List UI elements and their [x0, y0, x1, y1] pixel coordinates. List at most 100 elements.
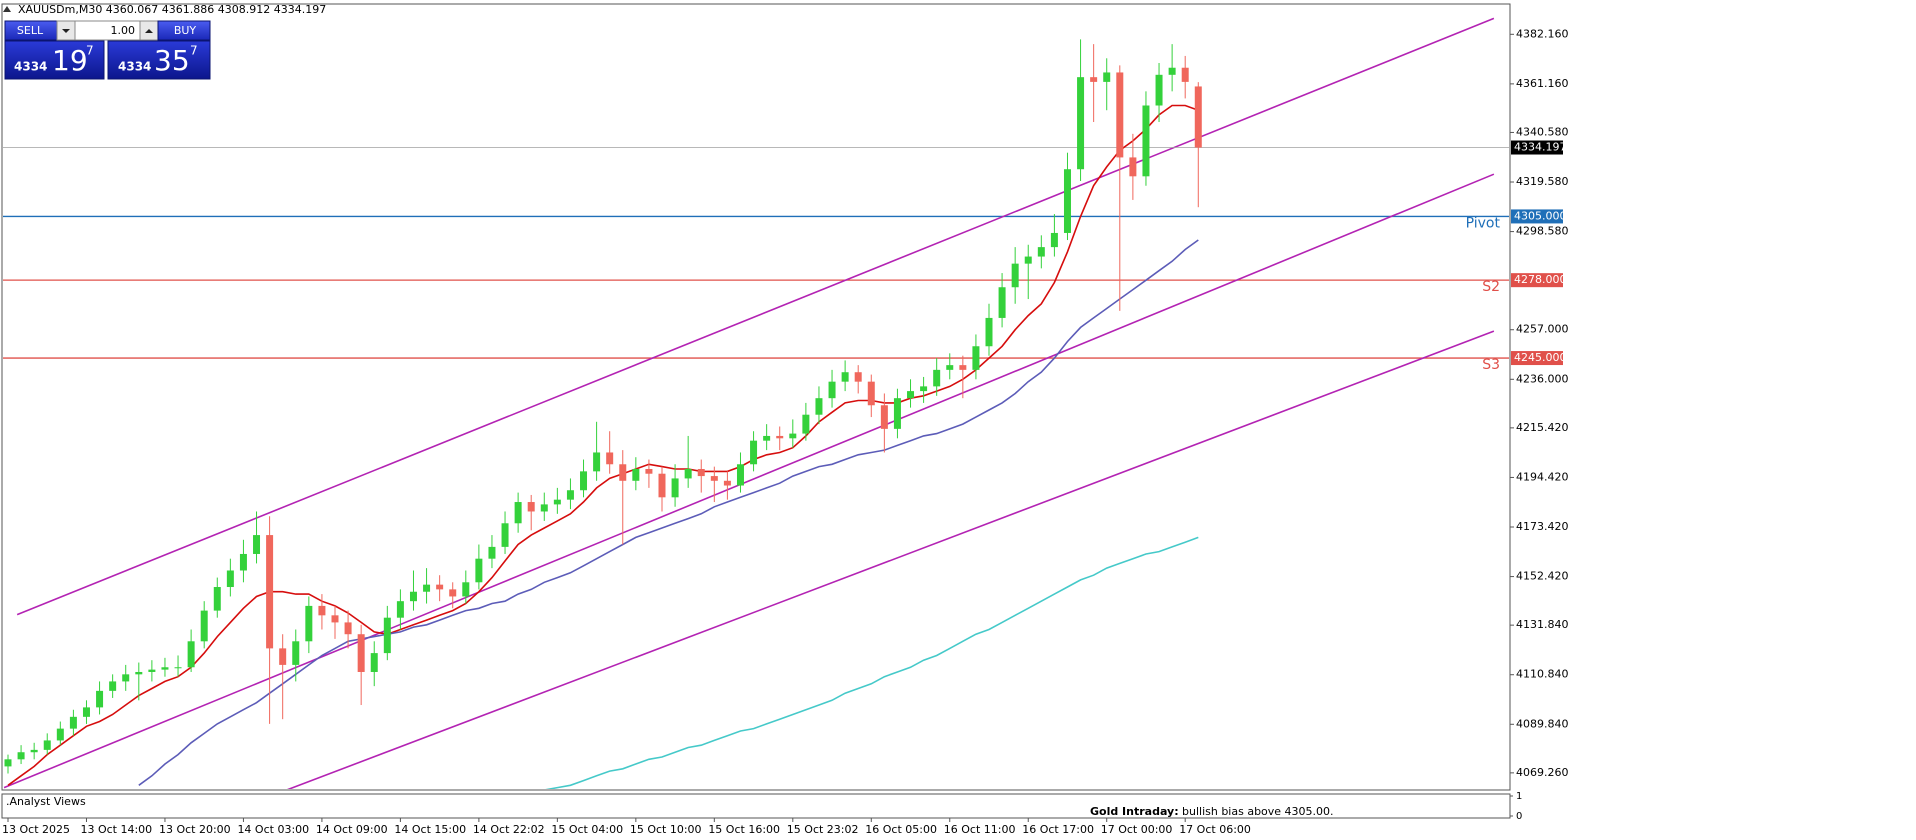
candle-body: [213, 587, 221, 611]
indicator-heading: Gold Intraday:: [1090, 805, 1179, 818]
plot-area: [3, 17, 1509, 789]
candle-body: [972, 346, 980, 370]
candle-body: [776, 435, 784, 439]
candle-body: [17, 752, 25, 760]
x-tick-label: 14 Oct 09:00: [316, 823, 388, 836]
candle-body: [802, 414, 810, 434]
y-tick-label: 4173.420: [1516, 520, 1569, 533]
candle-body: [1011, 263, 1019, 288]
x-tick-label: 13 Oct 2025: [2, 823, 70, 836]
x-tick-label: 15 Oct 16:00: [708, 823, 780, 836]
ask-big: 4334: [118, 60, 151, 74]
candle-body: [161, 667, 169, 670]
y-tick-label: 4298.580: [1516, 225, 1569, 238]
sell-label[interactable]: SELL: [17, 24, 44, 37]
candle-body: [867, 381, 875, 406]
candle-body: [880, 405, 888, 429]
candle-body: [488, 546, 496, 559]
lots-value[interactable]: 1.00: [111, 24, 136, 37]
candle-body: [580, 471, 588, 491]
candle-body: [501, 523, 509, 547]
y-tick-label: 4089.840: [1516, 717, 1569, 730]
ask-main: 35: [154, 44, 190, 77]
bid-main: 19: [52, 44, 88, 77]
candle-body: [606, 452, 614, 465]
candle-body: [475, 558, 483, 583]
candle-body: [619, 464, 627, 481]
level-name: S3: [1482, 357, 1500, 373]
overlay: XAUUSDm,M30 4360.067 4361.886 4308.912 4…: [2, 3, 1569, 836]
indicator-tick-label: 1: [1516, 791, 1522, 802]
bid-box[interactable]: [4, 40, 105, 80]
x-tick-label: 14 Oct 15:00: [394, 823, 466, 836]
candle-body: [998, 287, 1006, 318]
lots-up-arrow: [145, 29, 153, 33]
candle-body: [854, 372, 862, 382]
candle-body: [1077, 77, 1085, 170]
candle-body: [174, 667, 182, 669]
candle-body: [226, 570, 234, 588]
candle-body: [1155, 74, 1163, 106]
candle-body: [1194, 86, 1202, 148]
candle-body: [566, 490, 574, 500]
main-pane: [1, 3, 1511, 791]
candle-body: [553, 499, 561, 505]
candle-body: [423, 584, 431, 592]
candle-body: [187, 641, 195, 668]
candle-body: [789, 433, 797, 439]
y-tick-label: 4152.420: [1516, 570, 1569, 583]
y-tick-label: 4131.840: [1516, 618, 1569, 631]
candle-body: [893, 398, 901, 429]
candle-body: [122, 674, 130, 682]
candle-body: [1103, 72, 1111, 82]
candle-body: [318, 605, 326, 616]
x-tick-label: 16 Oct 11:00: [944, 823, 1016, 836]
bid-big: 4334: [14, 60, 47, 74]
candle-body: [540, 504, 548, 512]
candle-body: [331, 615, 339, 623]
candle-body: [645, 468, 653, 474]
candle-body: [750, 440, 758, 465]
moving-average: [545, 536, 1199, 789]
level-price-label: 4245.000: [1514, 351, 1567, 364]
lots-down-arrow: [62, 29, 70, 33]
candle-body: [135, 671, 143, 675]
candle-body: [815, 398, 823, 415]
indicator-tick-label: 0: [1516, 811, 1522, 822]
candle-body: [697, 468, 705, 477]
level-price-box: [1511, 209, 1563, 224]
candle-body: [959, 365, 967, 370]
buy-button[interactable]: [157, 20, 211, 41]
last-price-label: 4334.197: [1514, 141, 1567, 154]
candle-body: [449, 589, 457, 597]
y-tick-label: 4340.580: [1516, 125, 1569, 138]
candle-body: [632, 468, 640, 481]
candle-body: [920, 386, 928, 392]
x-tick-label: 14 Oct 22:02: [473, 823, 545, 836]
y-tick-label: 4194.420: [1516, 470, 1569, 483]
candle-body: [305, 605, 313, 642]
moving-average: [7, 104, 1199, 786]
y-tick-label: 4361.160: [1516, 77, 1569, 90]
ask-box[interactable]: [107, 40, 211, 80]
candle-body: [736, 464, 744, 486]
x-tick-label: 13 Oct 14:00: [80, 823, 152, 836]
x-tick-label: 13 Oct 20:00: [159, 823, 231, 836]
y-tick-label: 4236.000: [1516, 372, 1569, 385]
candle-body: [841, 372, 849, 382]
level-price-label: 4278.000: [1514, 273, 1567, 286]
level-price-label: 4305.000: [1514, 209, 1567, 222]
indicator-title: .Analyst Views: [6, 795, 86, 808]
y-tick-label: 4319.580: [1516, 175, 1569, 188]
candle-body: [710, 476, 718, 481]
channel-line: [3, 173, 1495, 789]
candle-body: [266, 535, 274, 649]
candle-body: [436, 584, 444, 590]
candle-body: [985, 317, 993, 347]
candle-body: [527, 502, 535, 512]
buy-label[interactable]: BUY: [174, 24, 197, 37]
candle-body: [1090, 77, 1098, 82]
collapse-icon[interactable]: [3, 6, 11, 12]
